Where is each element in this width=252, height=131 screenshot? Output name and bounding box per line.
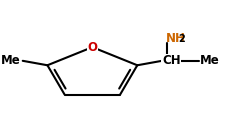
Text: CH: CH bbox=[161, 54, 180, 67]
Text: 2: 2 bbox=[178, 34, 184, 43]
Text: NH: NH bbox=[165, 32, 185, 45]
Text: Me: Me bbox=[199, 54, 219, 67]
Text: Me: Me bbox=[1, 54, 20, 67]
Text: O: O bbox=[87, 41, 97, 54]
